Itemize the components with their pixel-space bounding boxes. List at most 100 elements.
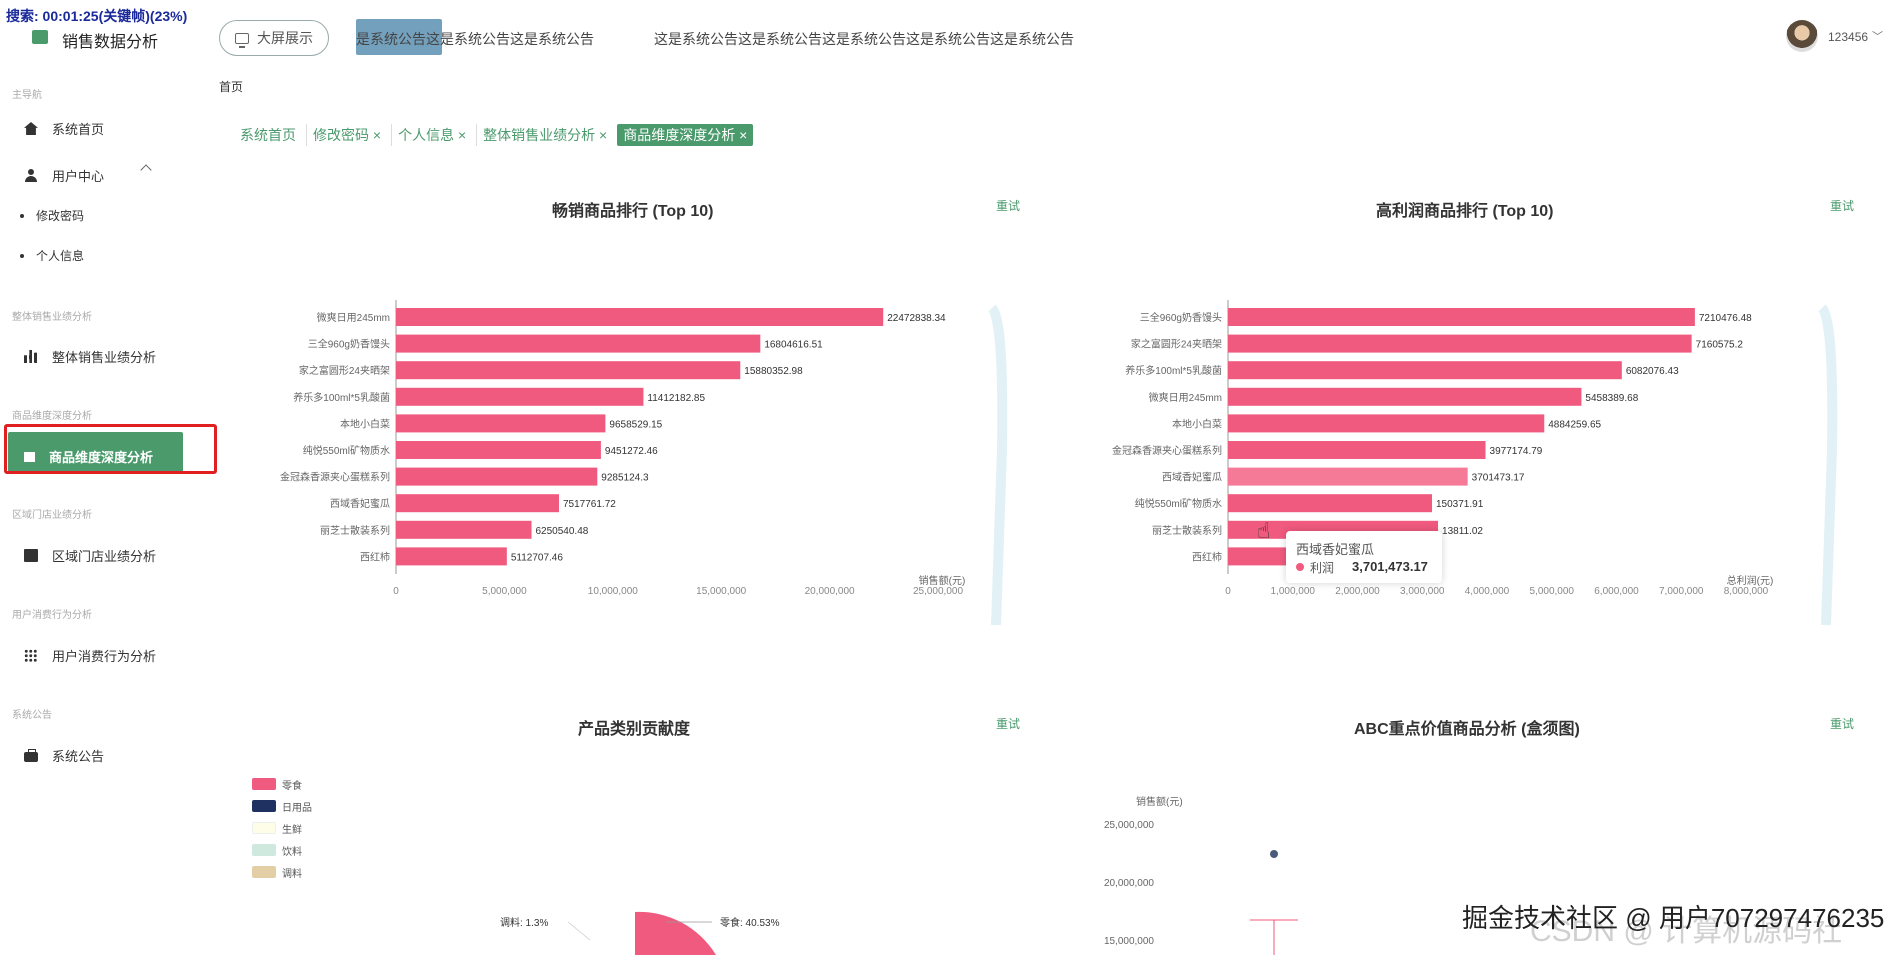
tooltip-name: 西域香妃蜜瓜 [1296,542,1375,557]
top-sales-chart: 微爽日用245mm 22472838.34 三全960g奶香馒头 16804616.5… [280,300,1008,626]
bar[interactable] [1228,334,1692,353]
sidebar-group-notice: 系统公告 [12,710,52,721]
bar[interactable] [396,441,601,459]
category-label: 养乐多100ml*5乳酸菌 [293,391,390,404]
retry-button-top-profit[interactable]: 重试 [1830,199,1855,213]
tab-personal-info[interactable]: 个人信息 × [391,124,473,146]
legend-label: 饮料 [282,846,302,858]
y-tick-label: 15,000,000 [1104,936,1154,947]
pie-label-snacks: 零食: 40.53% [720,916,780,929]
sidebar-group-overall: 整体销售业绩分析 [12,312,92,323]
x-axis-label: 总利润(元) [1727,574,1774,587]
category-label: 三全960g奶香馒头 [1140,311,1222,324]
sidebar-item-product-analysis[interactable] [8,432,183,472]
tab-overall-sales[interactable]: 整体销售业绩分析 × [476,124,614,146]
user-icon [24,169,38,182]
sidebar-item-overall-sales[interactable]: 整体销售业绩分析 [24,347,156,366]
bar[interactable] [1228,387,1582,406]
legend-label: 零食 [282,780,302,792]
retry-button-category[interactable]: 重试 [996,717,1021,731]
category-label: 微爽日用245mm [1149,391,1222,404]
legend-label: 生鲜 [282,824,302,836]
bar[interactable] [396,494,559,513]
value-label: 150371.91 [1436,499,1484,510]
grid-icon [24,649,38,662]
category-legend: 零食 日用品 生鲜 饮料 调料 [252,773,312,883]
retry-button-top-sales[interactable]: 重试 [996,199,1021,213]
sidebar-item-region[interactable]: 区域门店业绩分析 [24,546,156,565]
value-label: 13811.02 [1442,526,1483,537]
legend-item[interactable]: 调料 [252,861,312,883]
sidebar-item-label: 个人信息 [36,249,85,263]
x-tick-label: 10,000,000 [588,586,638,597]
bar[interactable] [1228,414,1545,433]
category-label: 丽芝士散装系列 [1152,524,1222,537]
bar[interactable] [396,334,761,353]
chevron-up-icon[interactable] [140,164,152,176]
value-label: 6250540.48 [536,526,589,537]
category-label: 本地小白菜 [340,417,390,430]
tab-change-password[interactable]: 修改密码 × [306,124,388,146]
username[interactable]: 123456 [1828,30,1869,44]
legend-item[interactable]: 生鲜 [252,817,312,839]
abc-boxplot-chart: 销售额(元) 25,000,000 20,000,000 15,000,000 [1104,795,1298,955]
category-label: 西域香妃蜜瓜 [1162,471,1222,484]
sidebar-group-user-behavior: 用户消费行为分析 [12,610,92,621]
retry-button-abc[interactable]: 重试 [1830,717,1855,731]
legend-item[interactable]: 零食 [252,773,312,795]
category-label: 西红柿 [360,550,390,563]
bullet-icon [20,253,24,258]
x-tick-label: 0 [1225,586,1231,597]
tab-home[interactable]: 系统首页 [234,124,302,146]
bar[interactable] [396,414,606,433]
value-label: 16804616.51 [764,340,823,351]
sidebar-item-notice[interactable]: 系统公告 [24,746,104,765]
outlier-point[interactable] [1270,850,1278,858]
pie-slice-snacks[interactable] [635,911,716,955]
category-label: 养乐多100ml*5乳酸菌 [1125,364,1222,377]
annotation-highlight-box [4,424,217,474]
big-screen-button[interactable]: 大屏展示 [219,20,329,56]
datazoom-slider [1817,304,1838,626]
breadcrumb[interactable]: 首页 [219,80,244,94]
sidebar-subitem-change-password[interactable]: 修改密码 [20,207,84,224]
value-label: 7160575.2 [1696,340,1744,351]
x-tick-label: 25,000,000 [913,586,963,597]
bar[interactable] [1228,361,1622,380]
sidebar-item-user-center[interactable]: 用户中心 [24,166,104,185]
x-tick-label: 4,000,000 [1465,586,1510,597]
bar[interactable] [396,467,598,486]
avatar[interactable] [1786,20,1818,52]
panel-title-category: 产品类别贡献度 [578,721,691,738]
bar[interactable] [1228,494,1432,513]
legend-item[interactable]: 饮料 [252,839,312,861]
bar[interactable] [396,520,532,539]
notice-marquee-b: 这是系统公告这是系统公告这是系统公告这是系统公告这是系统公告 [654,31,1074,47]
bar[interactable] [396,308,884,326]
tab-product-analysis[interactable]: 商品维度深度分析 × [617,124,754,146]
sidebar-item-user-behavior[interactable]: 用户消费行为分析 [24,646,156,665]
value-label: 7210476.48 [1699,313,1752,324]
sidebar-item-product-analysis-label[interactable]: 商品维度深度分析 [24,447,153,466]
chevron-down-icon[interactable]: ﹀ [1872,31,1883,43]
legend-item[interactable]: 日用品 [252,795,312,817]
bar[interactable] [396,361,741,380]
value-label: 22472838.34 [887,313,946,324]
legend-swatch [252,844,276,856]
bar[interactable] [396,547,507,566]
watermark: 掘金技术社区 @ 用户707297476235 [1462,903,1885,933]
bar[interactable] [1228,467,1468,486]
bar[interactable] [396,387,644,406]
value-label: 9451272.46 [605,446,658,457]
sidebar-subitem-personal-info[interactable]: 个人信息 [20,247,84,264]
bar[interactable] [1228,308,1695,326]
bar[interactable] [1228,441,1486,459]
sidebar-item-label: 区域门店业绩分析 [52,549,157,564]
value-label: 9658529.15 [609,419,662,430]
x-tick-label: 5,000,000 [482,586,527,597]
category-label: 金冠森香源夹心蛋糕系列 [280,471,390,484]
value-label: 5458389.68 [1585,393,1638,404]
sidebar-item-home[interactable]: 系统首页 [24,119,104,138]
sidebar-item-label: 用户消费行为分析 [52,649,157,664]
panel-title-top-sales: 畅销商品排行 (Top 10) [552,203,714,220]
